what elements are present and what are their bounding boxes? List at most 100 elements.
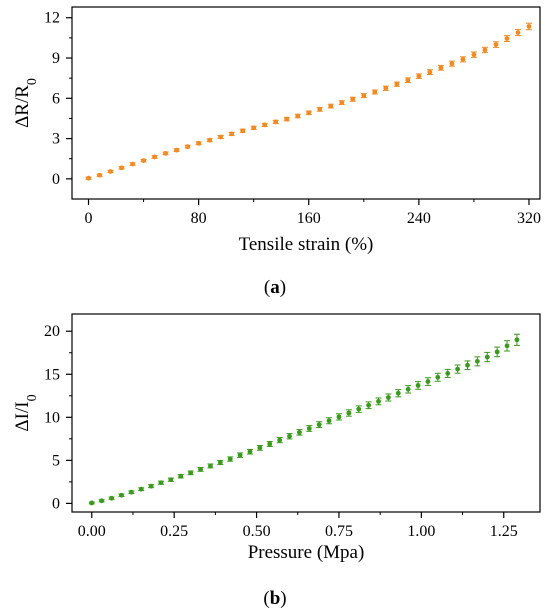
marker xyxy=(119,165,124,171)
data-point xyxy=(492,41,499,48)
marker xyxy=(346,410,352,416)
marker xyxy=(306,110,312,116)
marker xyxy=(119,492,124,498)
x-tick-label: 1.25 xyxy=(490,523,518,540)
y-axis-ticks-b: 0 5 10 15 20 xyxy=(44,323,72,512)
data-point xyxy=(237,452,244,458)
data-point xyxy=(272,119,279,125)
marker xyxy=(474,358,480,364)
marker xyxy=(435,374,441,380)
y-tick-label: 0 xyxy=(52,171,60,188)
data-point xyxy=(513,333,520,346)
marker xyxy=(405,77,411,83)
data-point xyxy=(335,413,342,421)
data-point xyxy=(151,154,158,160)
data-point xyxy=(393,81,400,87)
marker xyxy=(493,42,499,47)
x-axis-ticks-b: 0.00 0.25 0.50 0.75 1.00 1.25 xyxy=(78,512,518,540)
chart-panel-b: 0 5 10 15 20 0.00 0.25 0.50 0.75 1.00 1.25 Pressu… xyxy=(12,313,541,609)
data-series-b xyxy=(88,333,520,506)
data-point xyxy=(459,56,466,63)
y-axis-title-a: ΔR/R0 xyxy=(12,78,40,128)
data-point xyxy=(444,368,451,378)
marker xyxy=(494,349,500,355)
data-point xyxy=(108,495,115,501)
data-point xyxy=(345,409,352,417)
marker xyxy=(482,47,488,53)
data-point xyxy=(415,381,422,390)
data-point xyxy=(227,456,234,462)
data-point xyxy=(256,444,263,451)
x-tick-label: 0.25 xyxy=(160,523,188,540)
data-point xyxy=(239,128,246,134)
y-tick-label: 6 xyxy=(52,90,60,107)
marker xyxy=(247,449,253,455)
marker xyxy=(229,131,235,137)
marker xyxy=(438,65,444,71)
marker xyxy=(504,36,510,41)
data-point xyxy=(250,125,257,131)
marker xyxy=(316,422,322,428)
data-point xyxy=(197,466,204,472)
data-point xyxy=(276,437,283,444)
marker xyxy=(471,52,477,58)
plot-frame-b xyxy=(71,313,541,513)
marker xyxy=(385,395,391,400)
y-tick-label: 20 xyxy=(44,323,60,340)
data-point xyxy=(349,96,356,102)
data-point xyxy=(404,77,411,83)
data-point xyxy=(474,356,481,367)
data-point xyxy=(98,498,105,504)
y-axis-ticks-a: 0 3 6 9 12 xyxy=(44,10,72,188)
marker xyxy=(237,452,243,458)
marker xyxy=(188,470,194,476)
marker xyxy=(130,161,135,167)
marker xyxy=(449,61,455,67)
data-point xyxy=(385,393,392,402)
marker xyxy=(287,433,292,439)
marker xyxy=(356,406,362,412)
marker xyxy=(416,73,422,79)
marker xyxy=(196,140,202,146)
data-point xyxy=(360,93,367,99)
marker xyxy=(484,354,490,360)
marker xyxy=(361,93,367,99)
x-axis-ticks-a: 0 80 160 240 320 xyxy=(85,199,541,227)
data-point xyxy=(448,60,455,67)
marker xyxy=(99,498,105,504)
marker xyxy=(465,362,470,368)
y-tick-label: 3 xyxy=(52,131,60,148)
marker xyxy=(208,463,213,469)
marker xyxy=(383,85,389,91)
marker xyxy=(455,366,461,372)
marker xyxy=(295,113,301,119)
y-tick-label: 15 xyxy=(44,366,60,383)
data-point xyxy=(426,69,433,76)
data-point xyxy=(503,35,510,43)
marker xyxy=(460,56,466,62)
marker xyxy=(89,500,95,506)
data-point xyxy=(138,486,145,492)
marker xyxy=(427,69,433,75)
data-point xyxy=(470,51,477,58)
data-point xyxy=(326,417,333,425)
data-point xyxy=(217,134,224,140)
marker xyxy=(257,445,263,451)
marker xyxy=(185,144,191,150)
marker xyxy=(178,473,184,479)
data-point xyxy=(405,385,412,394)
data-point xyxy=(338,100,345,105)
data-series-a xyxy=(85,22,532,181)
marker xyxy=(198,466,203,472)
marker xyxy=(148,483,154,489)
marker xyxy=(445,371,451,376)
x-tick-label: 1.00 xyxy=(407,523,435,540)
data-point xyxy=(481,46,488,54)
marker xyxy=(376,398,381,404)
data-point xyxy=(437,64,444,71)
data-point xyxy=(306,425,313,432)
x-axis-title-a: Tensile strain (%) xyxy=(239,234,374,255)
data-point xyxy=(525,22,532,31)
marker xyxy=(339,100,345,105)
marker xyxy=(514,337,520,343)
